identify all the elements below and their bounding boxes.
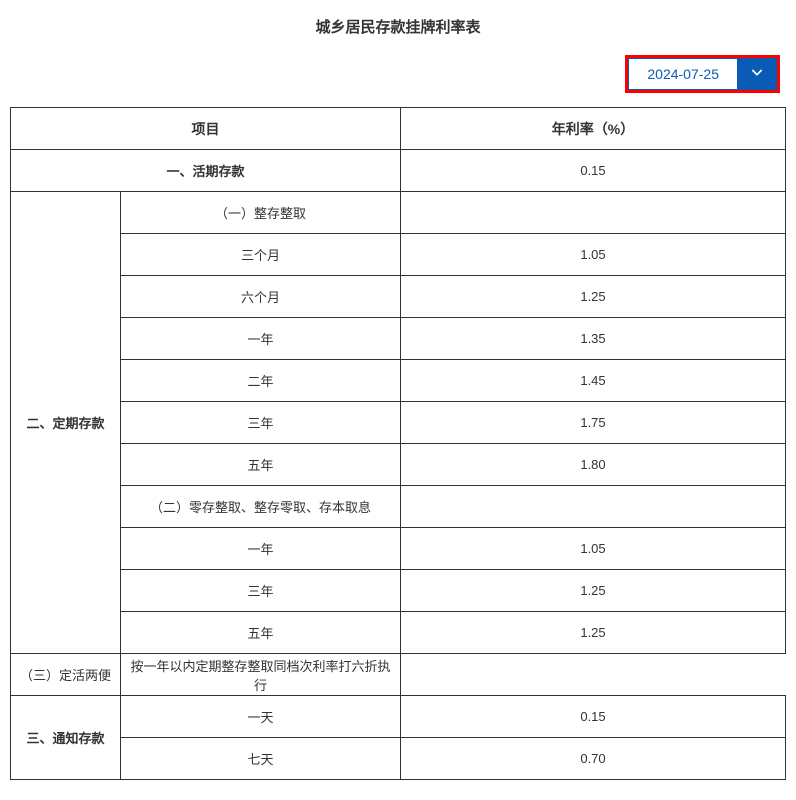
rate-cell: 0.15 bbox=[401, 696, 786, 738]
rate-cell: 1.25 bbox=[401, 570, 786, 612]
term-cell: 三个月 bbox=[121, 234, 401, 276]
section-label: 二、定期存款 bbox=[11, 192, 121, 654]
rate-cell: 1.45 bbox=[401, 360, 786, 402]
table-row: （二）零存整取、整存零取、存本取息 bbox=[11, 486, 786, 528]
table-header-row: 项目 年利率（%） bbox=[11, 108, 786, 150]
rate-cell: 1.80 bbox=[401, 444, 786, 486]
rate-cell: 0.15 bbox=[401, 150, 786, 192]
term-cell: 一年 bbox=[121, 528, 401, 570]
term-cell: 三年 bbox=[121, 570, 401, 612]
rate-cell bbox=[401, 192, 786, 234]
section-label: 三、通知存款 bbox=[11, 696, 121, 780]
term-cell: 五年 bbox=[121, 612, 401, 654]
rate-cell: 按一年以内定期整存整取同档次利率打六折执行 bbox=[121, 654, 401, 696]
table-row: （三）定活两便 按一年以内定期整存整取同档次利率打六折执行 bbox=[11, 654, 786, 696]
rate-cell: 0.70 bbox=[401, 738, 786, 780]
rate-cell: 1.75 bbox=[401, 402, 786, 444]
term-cell: 一天 bbox=[121, 696, 401, 738]
chevron-down-icon bbox=[749, 64, 765, 85]
table-row: 五年 1.25 bbox=[11, 612, 786, 654]
group-label: （二）零存整取、整存零取、存本取息 bbox=[121, 486, 401, 528]
rate-cell: 1.25 bbox=[401, 612, 786, 654]
rate-cell: 1.05 bbox=[401, 234, 786, 276]
rate-cell: 1.25 bbox=[401, 276, 786, 318]
term-cell: 三年 bbox=[121, 402, 401, 444]
table-row: 七天 0.70 bbox=[11, 738, 786, 780]
rates-table: 项目 年利率（%） 一、活期存款 0.15 二、定期存款 （一）整存整取 三个月… bbox=[10, 107, 786, 780]
section-label: 一、活期存款 bbox=[11, 150, 401, 192]
rate-cell: 1.35 bbox=[401, 318, 786, 360]
group-label: （三）定活两便 bbox=[11, 654, 121, 696]
date-value: 2024-07-25 bbox=[628, 58, 737, 90]
date-picker[interactable]: 2024-07-25 bbox=[625, 55, 780, 93]
rate-cell: 1.05 bbox=[401, 528, 786, 570]
header-rate: 年利率（%） bbox=[401, 108, 786, 150]
term-cell: 二年 bbox=[121, 360, 401, 402]
section-demand: 一、活期存款 0.15 bbox=[11, 150, 786, 192]
table-row: 三、通知存款 一天 0.15 bbox=[11, 696, 786, 738]
table-row: 二年 1.45 bbox=[11, 360, 786, 402]
table-row: 五年 1.80 bbox=[11, 444, 786, 486]
term-cell: 五年 bbox=[121, 444, 401, 486]
term-cell: 六个月 bbox=[121, 276, 401, 318]
date-dropdown-button[interactable] bbox=[737, 58, 777, 90]
table-row: 一年 1.05 bbox=[11, 528, 786, 570]
date-row: 2024-07-25 bbox=[10, 55, 786, 93]
table-row: 三年 1.25 bbox=[11, 570, 786, 612]
table-row: 六个月 1.25 bbox=[11, 276, 786, 318]
term-cell: 七天 bbox=[121, 738, 401, 780]
table-row: 一年 1.35 bbox=[11, 318, 786, 360]
header-item: 项目 bbox=[11, 108, 401, 150]
table-row: 三个月 1.05 bbox=[11, 234, 786, 276]
term-cell: 一年 bbox=[121, 318, 401, 360]
group-label: （一）整存整取 bbox=[121, 192, 401, 234]
page-title: 城乡居民存款挂牌利率表 bbox=[10, 16, 786, 37]
rate-cell bbox=[401, 486, 786, 528]
table-row: 二、定期存款 （一）整存整取 bbox=[11, 192, 786, 234]
table-row: 三年 1.75 bbox=[11, 402, 786, 444]
